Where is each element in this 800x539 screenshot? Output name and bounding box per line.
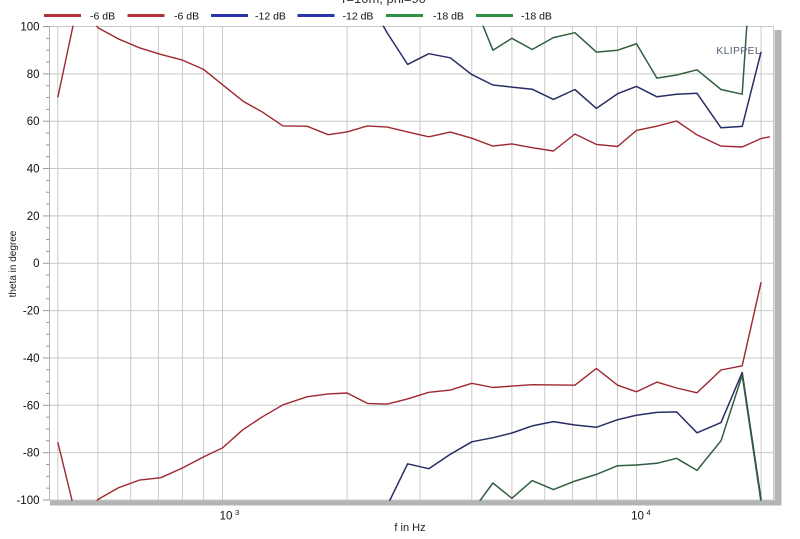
svg-text:-6 dB: -6 dB bbox=[90, 11, 115, 23]
svg-text:60: 60 bbox=[27, 116, 40, 128]
svg-text:-18 dB: -18 dB bbox=[433, 11, 464, 23]
svg-text:20: 20 bbox=[27, 211, 40, 223]
svg-text:-6 dB: -6 dB bbox=[174, 11, 199, 23]
svg-text:100: 100 bbox=[20, 22, 39, 34]
svg-text:3: 3 bbox=[235, 508, 239, 517]
svg-text:-20: -20 bbox=[23, 306, 40, 318]
svg-text:r=10m, phi=90: r=10m, phi=90 bbox=[342, 0, 426, 6]
svg-text:-60: -60 bbox=[23, 400, 40, 412]
svg-text:-12 dB: -12 dB bbox=[343, 11, 374, 23]
svg-text:theta in degree: theta in degree bbox=[8, 230, 19, 297]
svg-text:f in Hz: f in Hz bbox=[394, 522, 425, 534]
svg-text:KLIPPEL: KLIPPEL bbox=[716, 45, 761, 57]
svg-text:0: 0 bbox=[33, 258, 39, 270]
svg-text:-12 dB: -12 dB bbox=[255, 11, 286, 23]
svg-text:-100: -100 bbox=[16, 495, 39, 507]
svg-text:80: 80 bbox=[27, 69, 40, 81]
svg-text:-40: -40 bbox=[23, 353, 40, 365]
svg-text:4: 4 bbox=[647, 508, 651, 517]
svg-text:-80: -80 bbox=[23, 448, 40, 460]
svg-text:10: 10 bbox=[631, 511, 644, 523]
svg-text:-18 dB: -18 dB bbox=[521, 11, 552, 23]
svg-text:10: 10 bbox=[220, 511, 233, 523]
svg-text:40: 40 bbox=[27, 164, 40, 176]
